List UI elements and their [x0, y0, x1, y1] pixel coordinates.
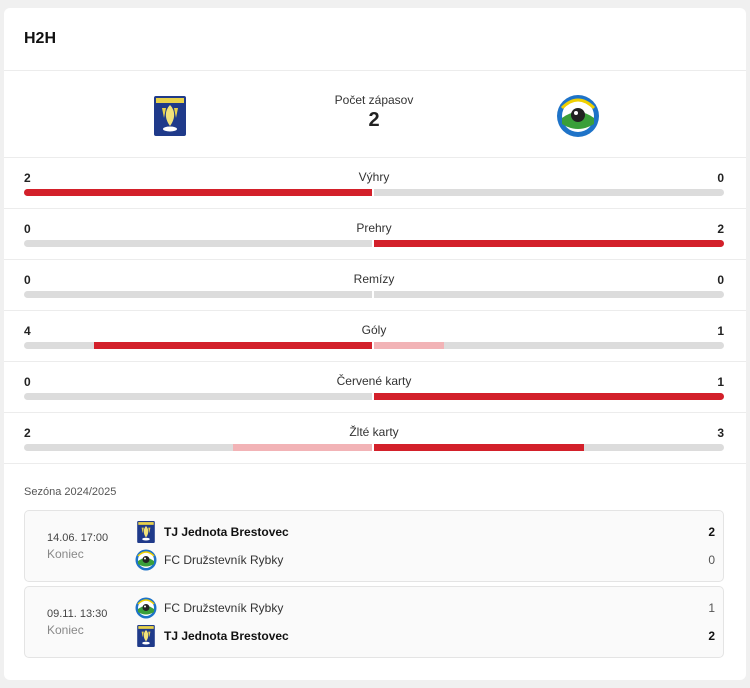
stat-home-bar — [24, 291, 372, 298]
stat-away-value: 3 — [717, 426, 724, 440]
h2h-card: H2H Počet zápasov 2 2 Výhry 0 0 Prehry 2 0 Remí… — [4, 8, 746, 680]
rybky-crest-icon[interactable] — [556, 94, 600, 138]
stat-row: 0 Remízy 0 — [4, 260, 746, 311]
stat-away-bar — [374, 342, 724, 349]
stat-away-fill — [374, 393, 724, 400]
team-name: TJ Jednota Brestovec — [164, 525, 289, 539]
stat-name: Žlté karty — [349, 425, 399, 439]
match-team-row: FC Družstevník Rybky 0 — [135, 549, 715, 571]
stat-row: 4 Góly 1 — [4, 311, 746, 362]
stat-row: 0 Červené karty 1 — [4, 362, 746, 413]
stat-name: Prehry — [356, 221, 392, 235]
stat-home-fill — [24, 189, 372, 196]
match-card[interactable]: 09.11. 13:30 Koniec FC Družstevník Rybky 1 T… — [24, 586, 724, 658]
match-count-label: Počet zápasov — [334, 93, 414, 107]
stat-home-bar — [24, 393, 372, 400]
stat-home-value: 0 — [24, 222, 31, 236]
stat-away-bar — [374, 444, 724, 451]
stat-row: 2 Žlté karty 3 — [4, 413, 746, 464]
divider — [4, 157, 746, 158]
divider — [4, 412, 746, 413]
divider — [4, 259, 746, 260]
stat-name: Remízy — [353, 272, 395, 286]
team-score: 2 — [708, 629, 715, 643]
stat-home-value: 0 — [24, 273, 31, 287]
stat-away-fill — [374, 342, 444, 349]
stat-away-value: 0 — [717, 273, 724, 287]
team-score: 0 — [708, 553, 715, 567]
stat-name: Červené karty — [336, 374, 412, 388]
stat-name: Góly — [361, 323, 387, 337]
divider — [4, 361, 746, 362]
stat-away-fill — [374, 240, 724, 247]
stat-away-bar — [374, 393, 724, 400]
match-team-row: TJ Jednota Brestovec 2 — [135, 625, 715, 647]
stat-row: 2 Výhry 0 — [4, 158, 746, 209]
stat-home-value: 4 — [24, 324, 31, 338]
page-title: H2H — [24, 30, 57, 47]
divider — [4, 208, 746, 209]
brestovec-crest-icon[interactable] — [154, 96, 186, 136]
stat-away-value: 0 — [717, 171, 724, 185]
stat-home-bar — [24, 342, 372, 349]
stat-home-bar — [24, 189, 372, 196]
stat-away-value: 1 — [717, 324, 724, 338]
match-card[interactable]: 14.06. 17:00 Koniec TJ Jednota Brestovec 2 F… — [24, 510, 724, 582]
teams-header: Počet zápasov 2 — [4, 70, 746, 158]
stat-home-value: 2 — [24, 426, 31, 440]
team-score: 2 — [708, 525, 715, 539]
team-score: 1 — [708, 601, 715, 615]
stat-away-bar — [374, 240, 724, 247]
stat-away-value: 2 — [717, 222, 724, 236]
match-team-row: TJ Jednota Brestovec 2 — [135, 521, 715, 543]
rybky-crest-icon — [135, 549, 157, 571]
divider — [4, 463, 746, 464]
rybky-crest-icon — [135, 597, 157, 619]
match-team-row: FC Družstevník Rybky 1 — [135, 597, 715, 619]
stat-home-fill — [232, 444, 372, 451]
team-name: FC Družstevník Rybky — [164, 601, 284, 615]
stat-away-fill — [374, 444, 584, 451]
stat-home-value: 2 — [24, 171, 31, 185]
team-name: TJ Jednota Brestovec — [164, 629, 289, 643]
stat-away-bar — [374, 189, 724, 196]
match-date: 09.11. 13:30 — [47, 608, 108, 620]
stat-away-value: 1 — [717, 375, 724, 389]
match-date: 14.06. 17:00 — [47, 532, 109, 544]
divider — [4, 310, 746, 311]
divider — [4, 70, 746, 71]
brestovec-crest-icon — [135, 625, 157, 647]
brestovec-crest-icon — [135, 521, 157, 543]
season-label: Sezóna 2024/2025 — [24, 486, 117, 498]
match-status: Koniec — [47, 623, 84, 637]
stat-home-fill — [93, 342, 372, 349]
team-name: FC Družstevník Rybky — [164, 553, 284, 567]
stat-away-bar — [374, 291, 724, 298]
stat-home-bar — [24, 240, 372, 247]
stat-row: 0 Prehry 2 — [4, 209, 746, 260]
match-count-value: 2 — [368, 109, 380, 131]
stat-home-bar — [24, 444, 372, 451]
stat-home-value: 0 — [24, 375, 31, 389]
match-status: Koniec — [47, 547, 84, 561]
stat-name: Výhry — [358, 170, 390, 184]
